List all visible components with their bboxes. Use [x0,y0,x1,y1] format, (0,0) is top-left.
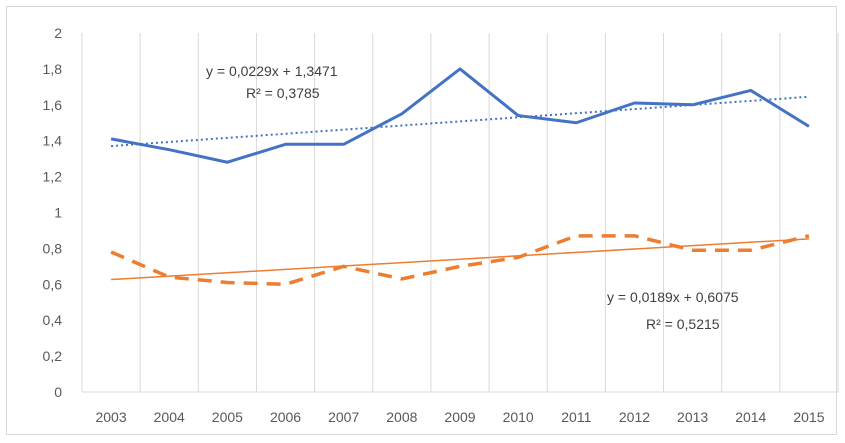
y-tick-label: 0,4 [43,312,63,328]
x-tick-label: 2014 [735,409,766,425]
series-lines [110,67,810,287]
y-tick-label: 0,8 [43,240,63,256]
trendline-2-r2: R² = 0,5215 [646,316,720,332]
x-tick-label: 2006 [270,409,301,425]
y-tick-label: 0 [54,384,62,400]
y-tick-label: 2 [54,25,62,41]
y-tick-label: 0,6 [43,276,63,292]
series-line-1 [110,67,810,164]
chart-frame [6,6,837,435]
trendline-2 [111,238,809,281]
x-tick-label: 2005 [212,409,243,425]
y-tick-label: 1,8 [43,61,63,77]
trendline-1 [111,95,809,148]
y-tick-label: 1,6 [43,97,63,113]
trendline-2-equation: y = 0,0189x + 0,6075 [607,289,739,305]
y-tick-label: 1,4 [43,133,63,149]
trendlines [111,95,809,281]
x-tick-label: 2013 [677,409,708,425]
y-tick-label: 0,2 [43,348,63,364]
trendline-1-equation: y = 0,0229x + 1,3471 [206,63,338,79]
x-tick-label: 2004 [154,409,185,425]
x-tick-label: 2007 [328,409,359,425]
x-tick-label: 2015 [793,409,824,425]
x-axis-ticks: 2003 2004 2005 2006 2007 2008 2009 2010 2011 2012… [95,409,824,425]
trendline-1-r2: R² = 0,3785 [246,85,320,101]
y-tick-label: 1 [54,205,62,221]
x-tick-label: 2012 [619,409,650,425]
x-tick-label: 2009 [444,409,475,425]
y-tick-label: 1,2 [43,169,63,185]
x-tick-label: 2003 [95,409,126,425]
series-line-2 [110,234,810,287]
x-tick-label: 2011 [561,409,591,425]
y-axis-ticks: 0 0,2 0,4 0,6 0,8 1 1,2 1,4 1,6 1,8 2 [43,25,63,400]
x-tick-label: 2008 [386,409,417,425]
gridlines [81,33,839,392]
x-tick-label: 2010 [503,409,534,425]
